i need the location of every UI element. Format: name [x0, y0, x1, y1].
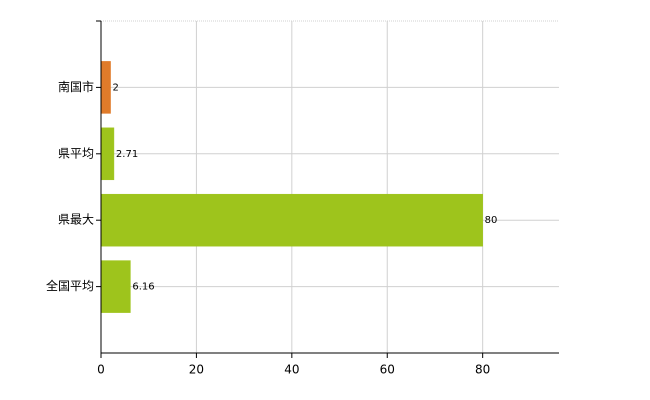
bar — [100, 61, 111, 114]
bar — [100, 260, 131, 313]
bar — [100, 127, 115, 181]
x-tick-label: 40 — [284, 363, 299, 377]
x-tick-label: 0 — [97, 363, 105, 377]
bar — [100, 193, 483, 247]
value-label: 80 — [485, 215, 498, 226]
y-tick-label: 県最大 — [58, 213, 94, 227]
y-tick-label: 全国平均 — [46, 278, 94, 293]
value-label: 2 — [113, 82, 119, 93]
value-label: 2.71 — [116, 149, 138, 160]
x-tick-label: 60 — [380, 363, 395, 377]
y-tick-label: 県平均 — [58, 146, 94, 160]
x-tick-label: 80 — [475, 363, 490, 377]
value-label: 6.16 — [132, 282, 154, 293]
x-tick-label: 20 — [189, 363, 204, 377]
y-tick-label: 南国市 — [58, 79, 94, 94]
